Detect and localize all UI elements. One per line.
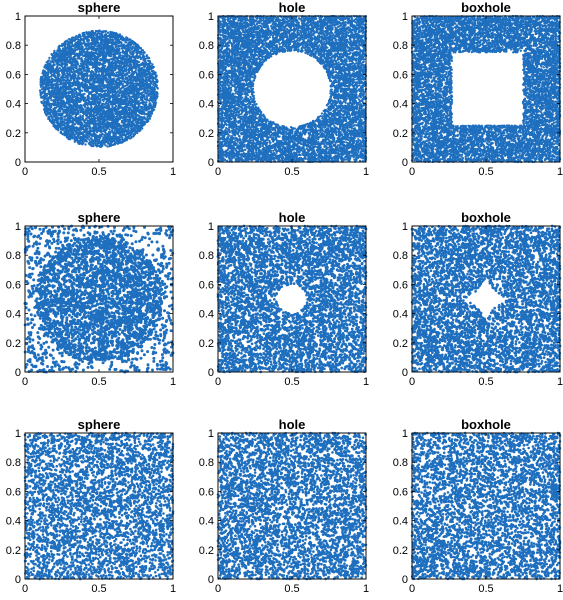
scatter-point — [48, 57, 50, 59]
scatter-point — [39, 89, 41, 91]
scatter-point — [106, 145, 108, 147]
scatter-point — [119, 118, 121, 120]
